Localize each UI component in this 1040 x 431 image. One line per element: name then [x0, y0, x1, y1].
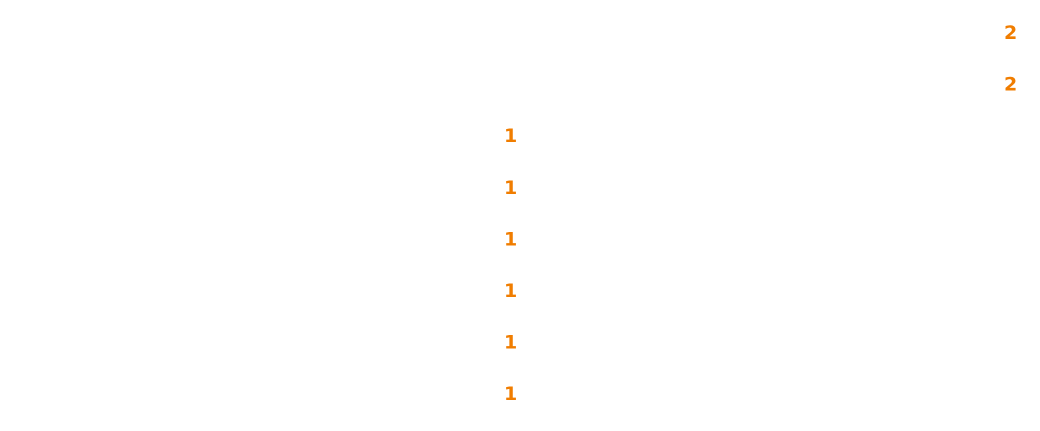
value-label-7: 1	[504, 383, 517, 405]
bars-group	[0, 15, 1000, 411]
value-label-4: 1	[504, 228, 517, 250]
bar-6	[0, 324, 500, 359]
bar-2	[0, 118, 500, 153]
value-label-6: 1	[504, 332, 517, 354]
bar-3	[0, 169, 500, 204]
value-label-2: 1	[504, 125, 517, 147]
bar-7	[0, 376, 500, 411]
value-label-5: 1	[504, 280, 517, 302]
value-label-0: 2	[1004, 22, 1017, 44]
bar-1	[0, 66, 1000, 101]
bar-4	[0, 221, 500, 256]
bar-5	[0, 273, 500, 307]
value-labels-group: 2 2 1 1 1 1 1 1	[504, 22, 1017, 405]
value-label-3: 1	[504, 177, 517, 199]
bar-0	[0, 15, 1000, 49]
value-label-1: 2	[1004, 74, 1017, 96]
